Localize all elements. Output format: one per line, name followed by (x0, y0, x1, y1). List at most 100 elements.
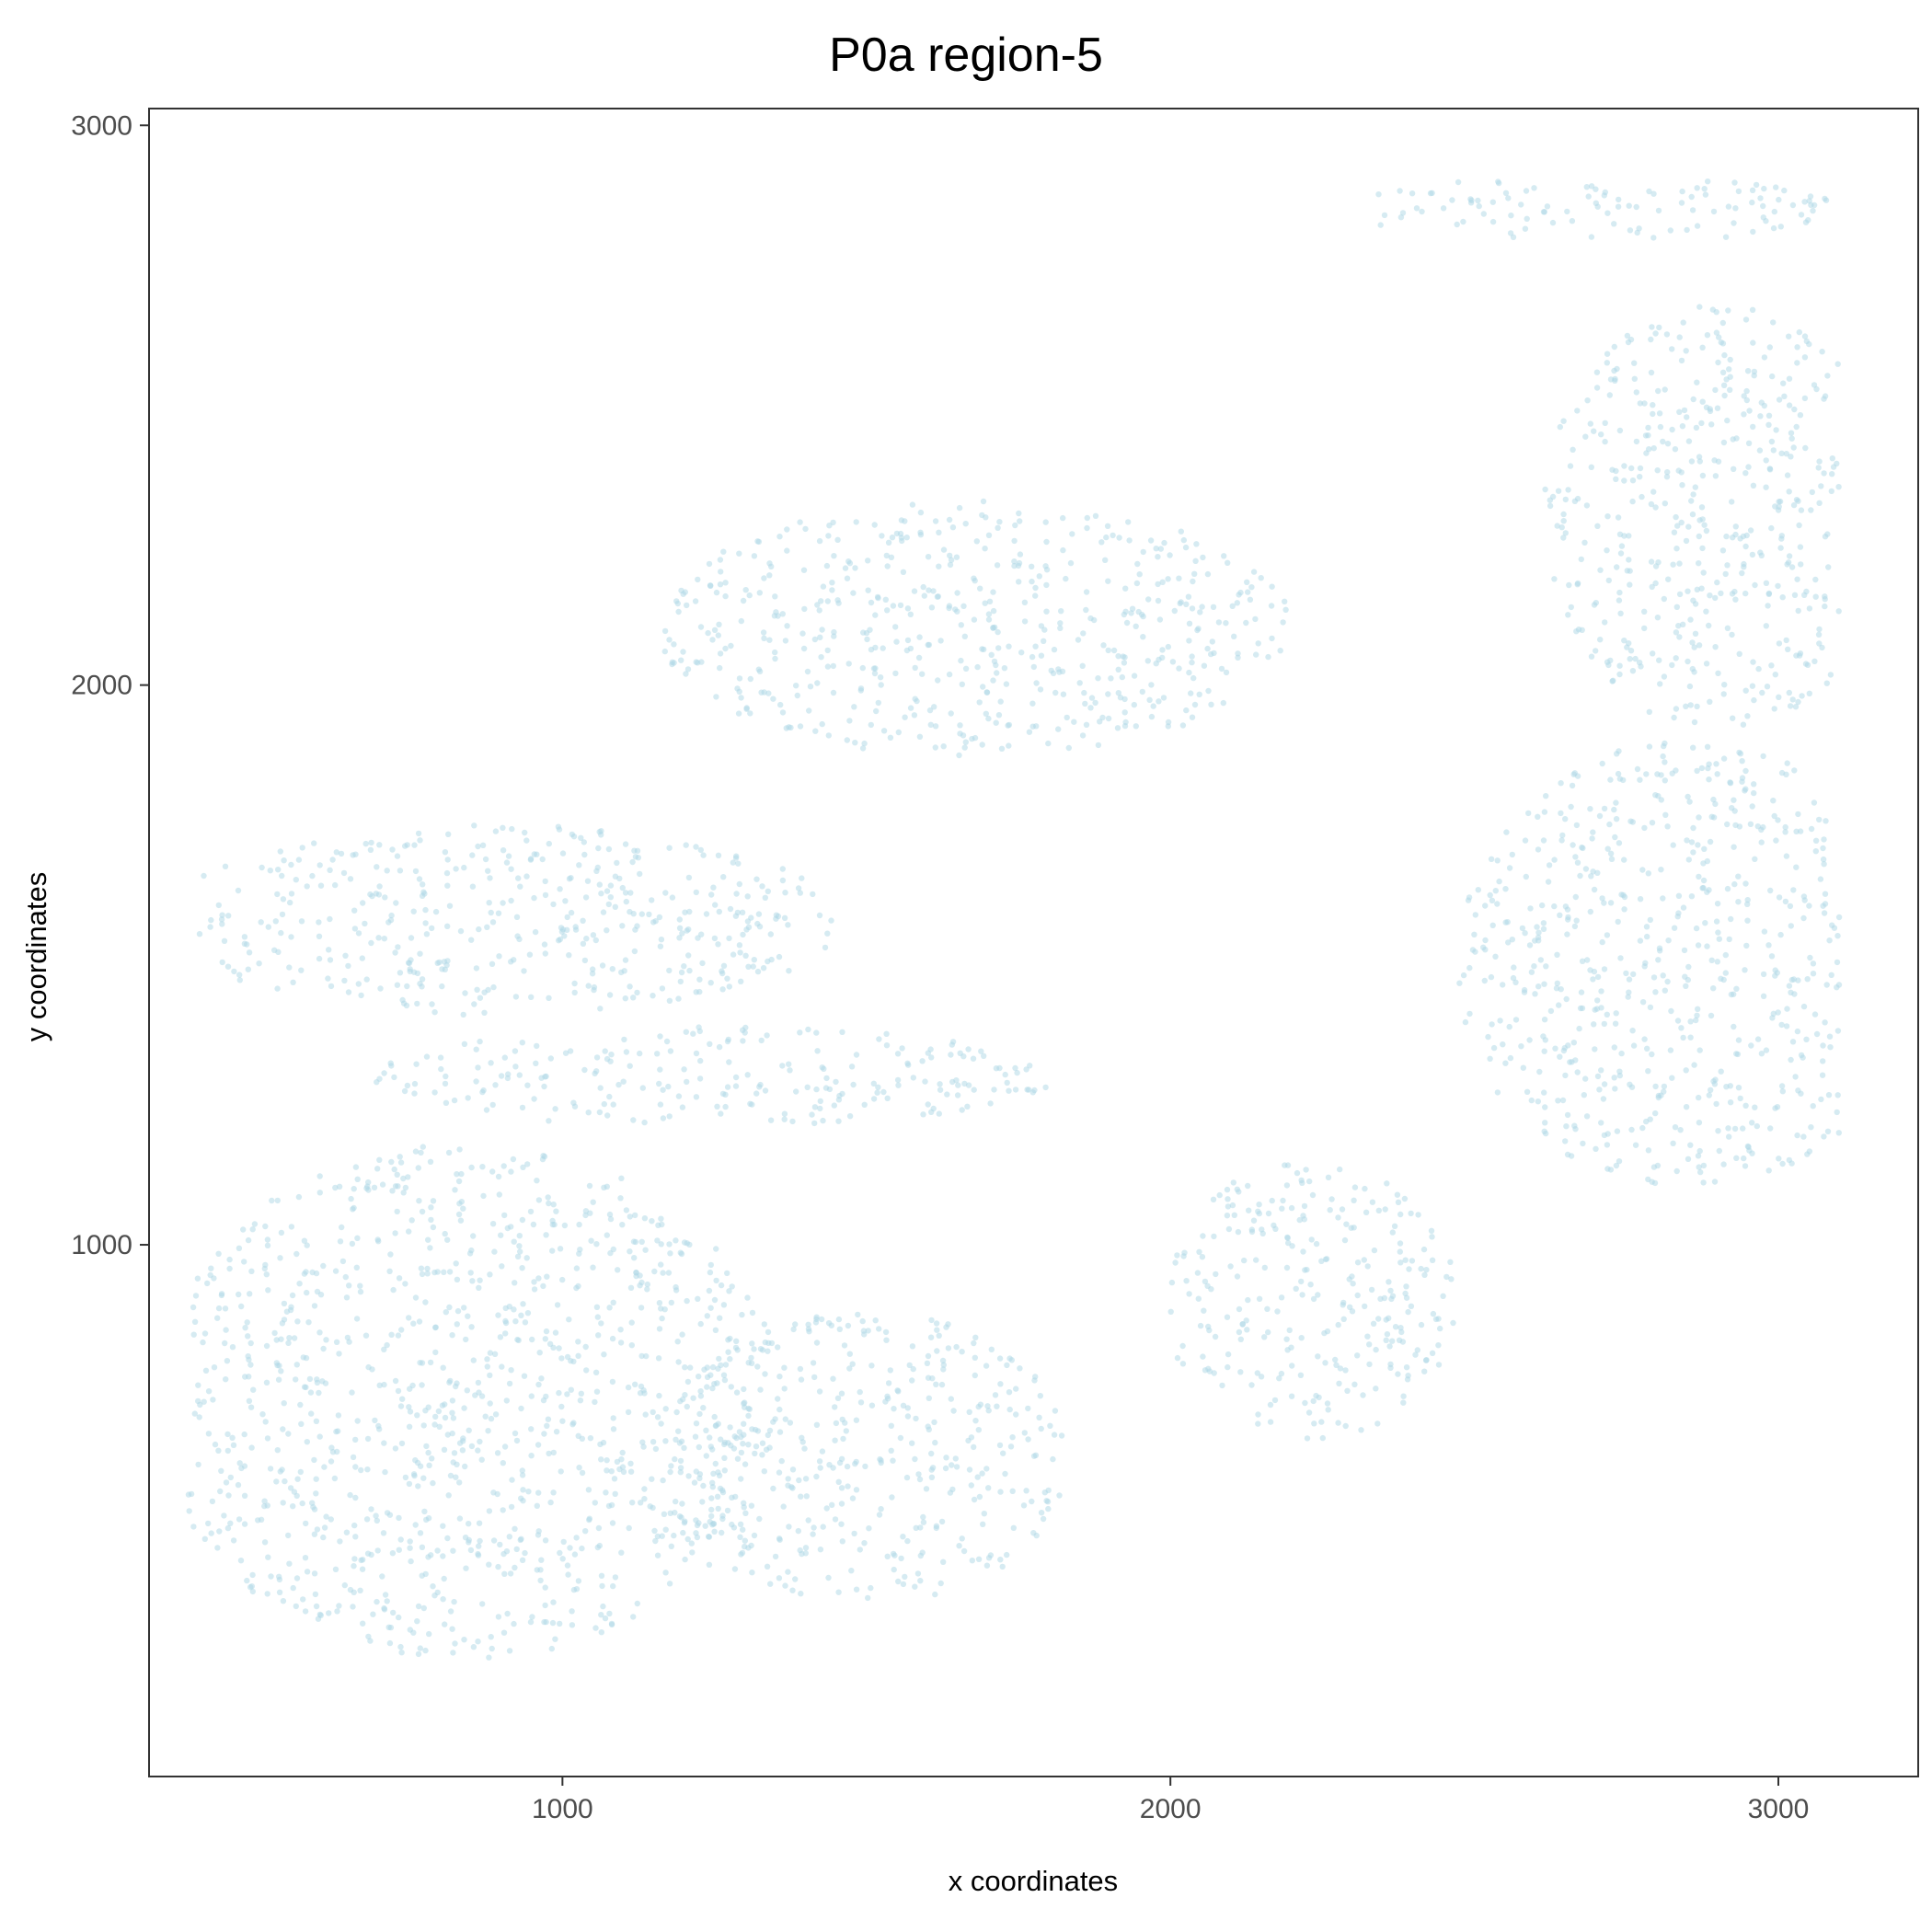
cell-point (532, 928, 539, 936)
cell-point (1749, 551, 1756, 558)
cell-point (684, 602, 690, 609)
cell-point (1828, 972, 1834, 979)
cell-point (1193, 541, 1200, 547)
cell-point (495, 1563, 501, 1570)
cell-point (932, 1439, 938, 1446)
cell-point (1211, 1233, 1217, 1240)
cell-point (865, 587, 871, 593)
cell-point (1652, 563, 1660, 569)
cell-point (241, 1431, 247, 1438)
cell-point (875, 594, 881, 602)
cell-point (248, 1583, 255, 1590)
cell-point (742, 1399, 748, 1406)
cell-point (1324, 1328, 1331, 1335)
cell-point (274, 1197, 281, 1204)
cell-point (878, 1459, 884, 1466)
cell-point (1123, 619, 1131, 627)
cell-point (813, 1473, 820, 1480)
cell-point (376, 883, 383, 890)
cell-point (1742, 1163, 1749, 1169)
cell-point (476, 1520, 483, 1526)
cell-point (557, 1620, 563, 1627)
cell-point (1824, 373, 1831, 379)
cell-point (485, 1428, 491, 1434)
cell-point (375, 891, 383, 898)
cell-point (1727, 1099, 1734, 1106)
cell-point (1008, 1357, 1016, 1363)
cell-point (1800, 914, 1807, 922)
cell-point (471, 822, 477, 829)
cell-point (916, 733, 924, 740)
cell-point (407, 1538, 413, 1545)
cell-point (779, 1063, 786, 1069)
cell-point (1620, 776, 1627, 784)
cell-point (1696, 642, 1703, 649)
cell-point (412, 868, 420, 875)
cell-point (1599, 938, 1605, 946)
cell-point (1722, 570, 1729, 578)
cell-point (798, 1591, 804, 1597)
cell-point (1696, 873, 1702, 880)
cell-point (709, 1479, 716, 1487)
cell-point (305, 1319, 312, 1326)
cell-point (1650, 445, 1657, 452)
cell-point (479, 1601, 486, 1607)
cell-point (814, 680, 821, 686)
cell-point (1418, 1265, 1424, 1272)
cell-point (1661, 673, 1668, 680)
cell-point (1675, 892, 1683, 899)
cell-point (1637, 400, 1644, 407)
cell-point (706, 1287, 713, 1294)
cell-point (594, 1314, 601, 1320)
cell-point (1371, 1247, 1378, 1254)
cell-point (1250, 569, 1258, 575)
cell-point (1606, 392, 1614, 398)
cell-point (981, 1511, 988, 1517)
cell-point (1494, 857, 1501, 864)
cell-point (430, 1224, 437, 1231)
cell-point (1578, 989, 1585, 995)
cell-point (1197, 609, 1203, 615)
cell-point (885, 1396, 891, 1402)
cell-point (1660, 895, 1666, 902)
cell-point (414, 1412, 420, 1419)
cell-point (1650, 235, 1657, 241)
cell-point (1429, 1257, 1436, 1264)
cell-point (1043, 538, 1050, 546)
cell-point (400, 1190, 407, 1196)
cell-point (223, 1327, 229, 1333)
cell-point (1741, 1155, 1747, 1162)
cell-point (297, 1401, 304, 1409)
cell-point (996, 1355, 1004, 1362)
cell-point (1148, 682, 1155, 688)
cell-point (425, 1404, 431, 1410)
cell-point (708, 1512, 715, 1520)
cell-point (530, 1221, 537, 1228)
cell-point (1121, 722, 1129, 730)
cell-point (744, 918, 752, 925)
cell-point (267, 868, 273, 874)
cell-point (247, 1291, 253, 1297)
cell-point (1255, 1208, 1261, 1215)
cell-point (294, 1476, 301, 1482)
cell-point (693, 844, 699, 850)
cell-point (1333, 1362, 1340, 1369)
cell-point (1591, 1021, 1597, 1028)
cell-point (681, 1239, 688, 1246)
cell-point (786, 968, 792, 974)
cell-point (1520, 1064, 1527, 1071)
cell-point (1643, 924, 1650, 930)
cell-point (706, 560, 713, 568)
cell-point (248, 1444, 255, 1451)
cell-point (1643, 1118, 1650, 1125)
cell-point (1462, 1018, 1469, 1026)
cell-point (844, 737, 850, 743)
cell-point (431, 1089, 438, 1096)
cell-point (772, 649, 778, 656)
cell-point (1409, 1258, 1416, 1264)
cell-point (208, 1530, 214, 1536)
cell-point (798, 1493, 804, 1500)
cell-point (761, 575, 767, 581)
cell-point (1760, 971, 1767, 978)
cell-point (1576, 1025, 1582, 1032)
